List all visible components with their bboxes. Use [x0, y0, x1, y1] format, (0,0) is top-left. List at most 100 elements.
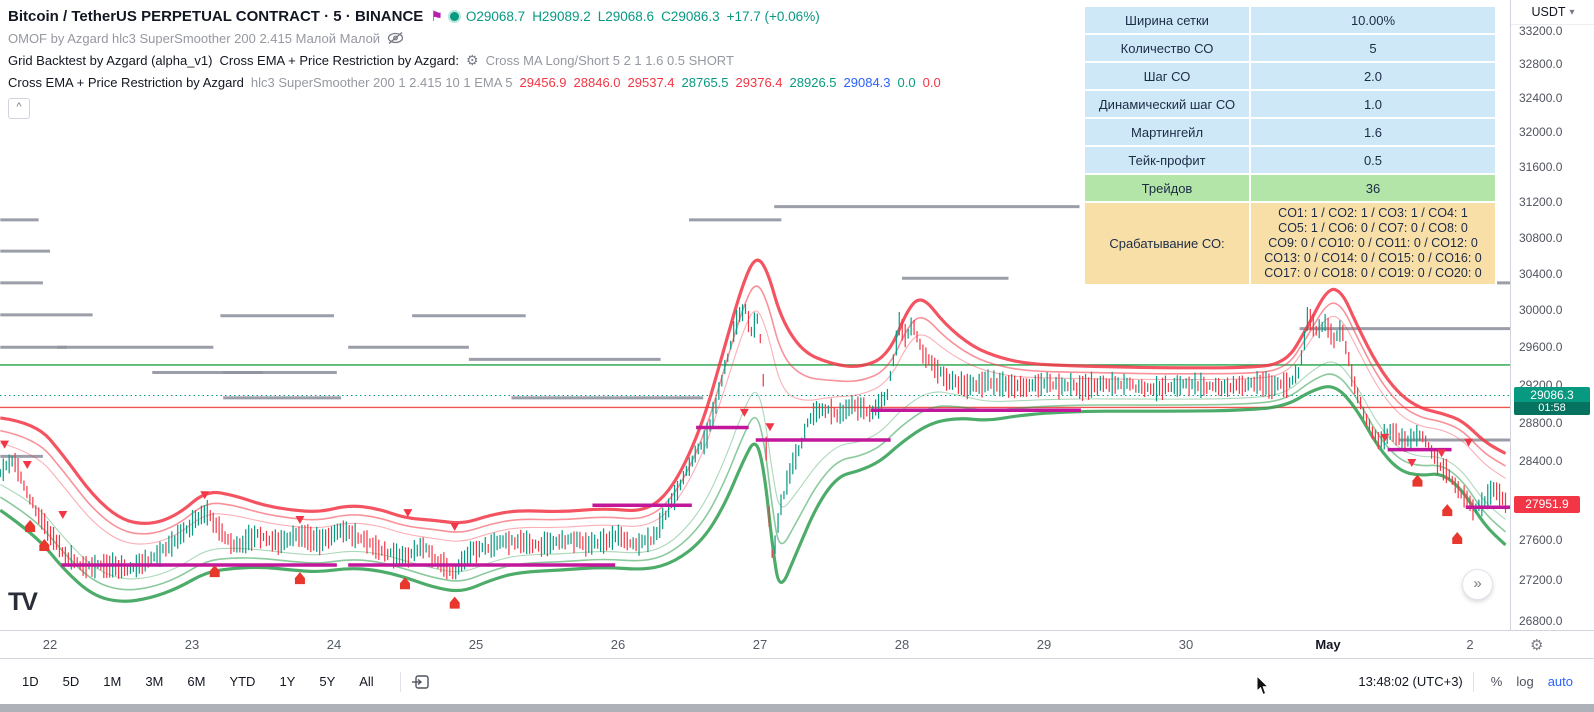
sell-triangle-marker [1380, 433, 1390, 442]
range-6m-button[interactable]: 6M [179, 669, 213, 694]
price-tick-label: 27600.0 [1519, 532, 1563, 547]
row-label: Мартингейл [1085, 119, 1249, 145]
current-price-tag: 27951.9 [1514, 496, 1580, 514]
mouse-cursor [1256, 676, 1270, 696]
time-tick-label: 27 [752, 637, 768, 652]
row-label: Тейк-профит [1085, 147, 1249, 173]
window-edge [0, 704, 1594, 712]
symbol-title[interactable]: Bitcoin / TetherUS PERPETUAL CONTRACT · … [8, 7, 424, 25]
indicator-value: 29537.4 [627, 74, 675, 90]
collapse-legend-button[interactable]: ^ [8, 98, 30, 119]
time-tick-label: 24 [326, 637, 342, 652]
clock[interactable]: 13:48:02 (UTC+3) [1358, 674, 1463, 689]
co-line: CO13: 0 / CO14: 0 / CO15: 0 / CO16: 0 [1264, 251, 1482, 265]
range-1m-button[interactable]: 1M [95, 669, 129, 694]
range-ytd-button[interactable]: YTD [221, 669, 263, 694]
range-1y-button[interactable]: 1Y [271, 669, 303, 694]
co-line: CO17: 0 / CO18: 0 / CO19: 0 / CO20: 0 [1264, 266, 1482, 280]
go-to-date-icon[interactable] [411, 673, 431, 691]
indicator-value: 29456.9 [519, 74, 567, 90]
table-row-martingale: Мартингейл 1.6 [1085, 119, 1495, 145]
row-label: Трейдов [1085, 175, 1249, 201]
chevron-down-icon: ▾ [1569, 6, 1575, 18]
table-row-co-step: Шаг СО 2.0 [1085, 63, 1495, 89]
row-value: 1.0 [1251, 91, 1495, 117]
table-row-take-profit: Тейк-профит 0.5 [1085, 147, 1495, 173]
range-5y-button[interactable]: 5Y [311, 669, 343, 694]
price-tick-label: 32400.0 [1519, 91, 1563, 106]
co-trigger-marker [400, 577, 410, 590]
ohlc-low: L29068.6 [597, 8, 655, 24]
time-tick-label: 26 [610, 637, 626, 652]
price-tick-label: 32800.0 [1519, 57, 1563, 72]
row-label: Динамический шаг СО [1085, 91, 1249, 117]
eye-off-icon[interactable] [387, 31, 404, 45]
row-value: 0.5 [1251, 147, 1495, 173]
chart-canvas[interactable] [0, 0, 1510, 630]
sell-triangle-marker [22, 460, 32, 469]
indicator-grid-backtest-title[interactable]: Grid Backtest by Azgard (alpha_v1) [8, 52, 213, 68]
co-trigger-marker [1412, 474, 1423, 487]
axis-settings-gear-icon[interactable]: ⚙ [1530, 637, 1544, 654]
currency-text: USDT [1531, 5, 1566, 19]
log-scale-button[interactable]: log [1509, 669, 1540, 694]
row-label: Шаг СО [1085, 63, 1249, 89]
ohlc-high: H29089.2 [532, 8, 591, 24]
time-tick-label: 25 [468, 637, 484, 652]
sell-triangle-marker [0, 440, 10, 449]
bottom-toolbar: 1D 5D 1M 3M 6M YTD 1Y 5Y All 13:48:02 (U… [0, 658, 1594, 704]
row-label: Срабатывание СО: [1085, 203, 1249, 284]
co-trigger-marker [1452, 531, 1463, 544]
gear-icon[interactable]: ⚙ [466, 51, 479, 68]
row-value: 10.00% [1251, 7, 1495, 33]
indicator-value: 29376.4 [735, 74, 783, 90]
envelope-band [0, 373, 1507, 591]
indicator-omof-title[interactable]: OMOF by Azgard hlc3 SuperSmoother 200 2.… [8, 30, 381, 46]
price-tick-label: 29600.0 [1519, 340, 1563, 355]
row-value: 5 [1251, 35, 1495, 61]
row-value: CO1: 1 / CO2: 1 / CO3: 1 / CO4: 1 CO5: 1… [1251, 203, 1495, 284]
chart-legend: Bitcoin / TetherUS PERPETUAL CONTRACT · … [8, 5, 941, 93]
price-axis[interactable]: USDT ▾ 29086.3 01:58 27951.9 33200.0 3280… [1510, 0, 1594, 630]
indicator-cross-ema-title[interactable]: Cross EMA + Price Restriction by Azgard [8, 74, 244, 90]
time-axis[interactable]: 22 23 24 25 26 27 28 29 30 May 2 [0, 630, 1594, 659]
time-tick-label: 22 [42, 637, 58, 652]
range-all-button[interactable]: All [351, 669, 381, 694]
co-line: CO1: 1 / CO2: 1 / CO3: 1 / CO4: 1 [1278, 206, 1468, 220]
percent-scale-button[interactable]: % [1484, 669, 1510, 694]
envelope-band [0, 361, 1506, 580]
table-row-dynamic-step: Динамический шаг СО 1.0 [1085, 91, 1495, 117]
co-trigger-marker [39, 538, 50, 551]
bar-countdown: 01:58 [1514, 402, 1590, 416]
grid-backtest-table: Ширина сетки 10.00% Количество СО 5 Шаг … [1083, 5, 1497, 286]
time-tick-label: 2 [1466, 637, 1474, 652]
time-tick-label: 23 [184, 637, 200, 652]
co-trigger-marker [209, 565, 220, 578]
sell-triangle-marker [1437, 449, 1447, 458]
envelope-band [0, 385, 1507, 603]
flag-icon[interactable]: ⚑ [430, 8, 443, 24]
co-trigger-marker [294, 572, 305, 585]
indicator-grid-backtest-params: Cross MA Long/Short 5 2 1 1.6 0.5 SHORT [485, 52, 734, 68]
table-row-grid-width: Ширина сетки 10.00% [1085, 7, 1495, 33]
sell-triangle-marker [765, 423, 775, 432]
indicator-value: 29084.3 [843, 74, 891, 90]
auto-scale-button[interactable]: auto [1541, 669, 1580, 694]
time-tick-label: 28 [894, 637, 910, 652]
range-5d-button[interactable]: 5D [55, 669, 88, 694]
scroll-to-latest-button[interactable]: » [1462, 569, 1493, 600]
range-3m-button[interactable]: 3M [137, 669, 171, 694]
table-row-co-triggers: Срабатывание СО: CO1: 1 / CO2: 1 / CO3: … [1085, 203, 1495, 284]
envelope-band [0, 285, 1506, 535]
range-1d-button[interactable]: 1D [14, 669, 47, 694]
indicator-value: 0.0 [922, 74, 941, 90]
price-tick-label: 31600.0 [1519, 160, 1563, 175]
table-row-trades: Трейдов 36 [1085, 175, 1495, 201]
time-tick-label: 30 [1178, 637, 1194, 652]
indicator-cross-ema-params: hlc3 SuperSmoother 200 1 2.415 10 1 EMA … [250, 74, 513, 90]
row-label: Количество СО [1085, 35, 1249, 61]
price-tick-label: 28800.0 [1519, 415, 1563, 430]
currency-label[interactable]: USDT ▾ [1511, 0, 1594, 25]
last-price-value: 29086.3 [1530, 388, 1574, 403]
